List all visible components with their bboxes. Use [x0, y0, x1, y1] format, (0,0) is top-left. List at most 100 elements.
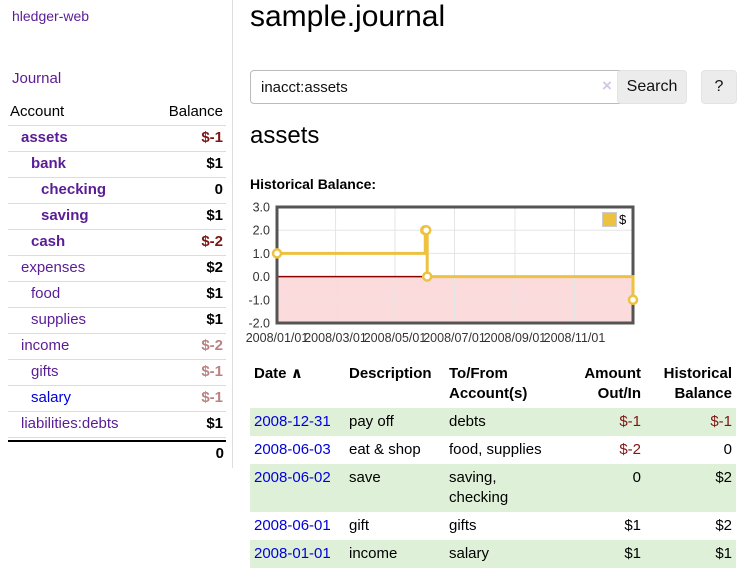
account-row: liabilities:debts $1 [8, 411, 226, 438]
account-balance: $1 [148, 307, 226, 334]
account-link-saving[interactable]: saving [41, 207, 89, 224]
account-balance: 0 [148, 177, 226, 204]
account-row: supplies $1 [8, 307, 226, 334]
transaction-description: income [349, 545, 398, 562]
transaction-date-link[interactable]: 2008-12-31 [254, 413, 331, 430]
description-column-header: Description [349, 365, 432, 382]
account-heading: assets [250, 122, 320, 149]
transaction-balance: $1 [715, 545, 732, 562]
transaction-accounts: salary [449, 545, 490, 562]
transaction-description: save [349, 469, 381, 486]
account-link-liabilities-debts[interactable]: liabilities:debts [21, 415, 119, 432]
account-balance: $-2 [148, 333, 226, 360]
account-row: gifts $-1 [8, 359, 226, 386]
total-row: 0 [8, 441, 226, 467]
transaction-description: eat & shop [349, 441, 421, 458]
svg-text:1.0: 1.0 [253, 247, 270, 261]
account-balance: $1 [148, 281, 226, 308]
transaction-description: pay off [349, 413, 394, 430]
svg-text:2008/03/01: 2008/03/01 [304, 331, 367, 345]
transactions-table: Date ∧ Description To/From Account(s) Am… [250, 360, 736, 568]
transaction-accounts: saving, checking [449, 469, 509, 506]
clear-search-icon[interactable]: × [602, 76, 612, 95]
transaction-row: 2008-06-02 save saving, checking 0 $2 [250, 464, 736, 512]
transaction-balance: $-1 [710, 413, 732, 430]
transaction-amount: $-2 [619, 441, 641, 458]
app-title-link[interactable]: hledger-web [12, 8, 90, 24]
transaction-accounts: debts [449, 413, 486, 430]
transaction-description: gift [349, 517, 370, 534]
transaction-row: 2008-01-01 income salary $1 $1 [250, 540, 736, 568]
svg-text:3.0: 3.0 [253, 201, 270, 215]
search-bar: × Search ? [250, 70, 742, 104]
accounts-column-header: To/From Account(s) [449, 365, 528, 402]
account-row: saving $1 [8, 203, 226, 230]
transaction-date-link[interactable]: 2008-01-01 [254, 545, 331, 562]
transaction-amount: $1 [624, 517, 641, 534]
transaction-amount: 0 [632, 469, 641, 486]
accounts-column-header: Account [8, 100, 148, 126]
svg-text:2008/11/01: 2008/11/01 [544, 331, 606, 345]
account-balance: $1 [148, 411, 226, 438]
sort-ascending-icon: ∧ [290, 365, 303, 382]
transaction-date-link[interactable]: 2008-06-01 [254, 517, 331, 534]
chart-canvas: 3.0 2.0 1.0 0.0 -1.0 -2.02008/01/012008/03/01… [246, 201, 639, 345]
transaction-row: 2008-06-03 eat & shop food, supplies $-2… [250, 436, 736, 464]
svg-text:2008/07/01: 2008/07/01 [423, 331, 486, 345]
transaction-accounts: gifts [449, 517, 477, 534]
sidebar-item-journal[interactable]: Journal [12, 70, 62, 87]
svg-text:-2.0: -2.0 [248, 317, 270, 331]
account-balance: $2 [148, 255, 226, 282]
account-link-assets[interactable]: assets [21, 129, 68, 146]
transaction-balance: $2 [715, 469, 732, 486]
date-column-header[interactable]: Date ∧ [254, 365, 303, 382]
account-link-income[interactable]: income [21, 337, 70, 354]
transaction-amount: $1 [624, 545, 641, 562]
account-row: assets $-1 [8, 125, 226, 152]
total-balance: 0 [215, 445, 224, 462]
page-title: sample.journal [250, 0, 446, 33]
transaction-date-link[interactable]: 2008-06-03 [254, 441, 331, 458]
help-button[interactable]: ? [701, 70, 737, 104]
account-link-supplies[interactable]: supplies [31, 311, 87, 328]
account-link-cash[interactable]: cash [31, 233, 66, 250]
account-link-salary[interactable]: salary [31, 389, 72, 406]
account-link-checking[interactable]: checking [41, 181, 107, 198]
account-link-gifts[interactable]: gifts [31, 363, 59, 380]
account-row: cash $-2 [8, 229, 226, 256]
transaction-accounts: food, supplies [449, 441, 542, 458]
chart-label: Historical Balance: [250, 176, 377, 192]
legend-label: $ [619, 212, 627, 227]
transaction-balance: 0 [723, 441, 732, 458]
transaction-date-link[interactable]: 2008-06-02 [254, 469, 331, 486]
transactions-header-row: Date ∧ Description To/From Account(s) Am… [250, 360, 736, 408]
account-row: expenses $2 [8, 255, 226, 282]
legend-swatch-icon [602, 212, 617, 227]
balance-column-header: Balance [148, 100, 226, 126]
account-balance: $-1 [148, 125, 226, 152]
account-balance: $1 [148, 203, 226, 230]
accounts-table: Account Balance assets $-1 bank $1 check… [8, 100, 226, 467]
account-row: food $1 [8, 281, 226, 308]
sidebar: hledger-web Journal Account Balance asse… [0, 0, 232, 582]
sidebar-divider [232, 0, 233, 468]
account-balance: $1 [148, 151, 226, 178]
search-button[interactable]: Search [617, 70, 687, 104]
balance-column-header: Historical Balance [663, 365, 732, 402]
account-link-bank[interactable]: bank [31, 155, 67, 172]
account-balance: $-1 [148, 385, 226, 412]
amount-column-header: Amount Out/In [584, 365, 641, 402]
svg-text:2.0: 2.0 [253, 224, 270, 238]
search-input[interactable] [250, 70, 626, 104]
svg-text:2008/01/01: 2008/01/01 [246, 331, 309, 345]
account-balance: $-1 [148, 359, 226, 386]
svg-text:-1.0: -1.0 [248, 293, 270, 307]
account-link-expenses[interactable]: expenses [21, 259, 86, 276]
svg-text:0.0: 0.0 [253, 270, 270, 284]
transaction-balance: $2 [715, 517, 732, 534]
account-link-food[interactable]: food [31, 285, 61, 302]
transaction-row: 2008-06-01 gift gifts $1 $2 [250, 512, 736, 540]
account-row: bank $1 [8, 151, 226, 178]
transaction-row: 2008-12-31 pay off debts $-1 $-1 [250, 408, 736, 436]
